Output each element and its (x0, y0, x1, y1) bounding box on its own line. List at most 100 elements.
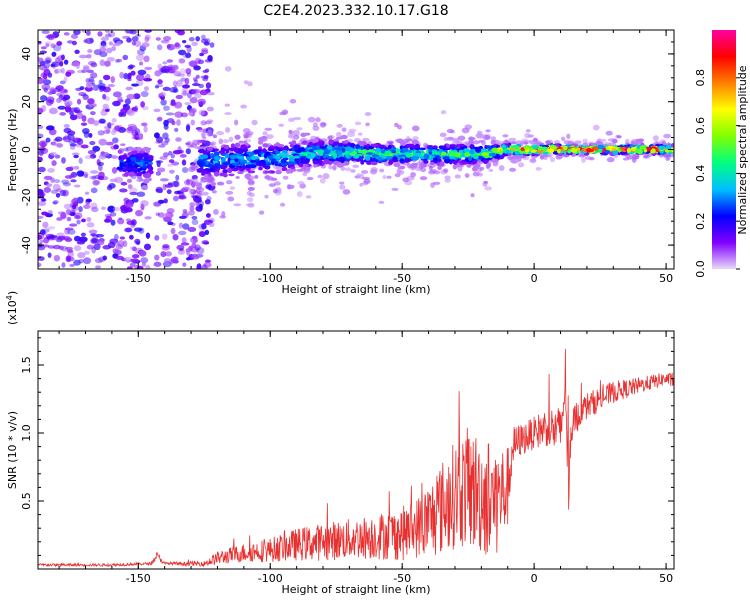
heatmap-ridge-cell (431, 149, 438, 153)
heatmap-noise-cell (209, 42, 215, 48)
heatmap-ridge-cell (341, 147, 346, 153)
heatmap-noise-cell (56, 85, 64, 90)
heatmap-ridge-cell (435, 154, 440, 158)
heatmap-noise-cell (163, 258, 172, 263)
heatmap-noise-cell (189, 236, 199, 244)
heatmap-noise-cell (184, 44, 191, 49)
heatmap-noise-cell (206, 106, 214, 112)
heatmap-ridge-cell (384, 150, 392, 155)
heatmap-noise-cell (98, 138, 108, 146)
heatmap-ridge-cell (386, 156, 392, 161)
heatmap-ridge-cell (530, 149, 537, 153)
heatmap-halo-cell (479, 166, 485, 171)
heatmap-noise-cell (179, 153, 187, 158)
heatmap-noise-cell (69, 166, 74, 171)
heatmap-ridge-cell (295, 160, 300, 164)
heatmap-ridge-cell (392, 149, 396, 154)
heatmap-noise-cell (97, 130, 105, 136)
heatmap-noise-cell (107, 84, 115, 88)
heatmap-noise-cell (97, 31, 103, 37)
heatmap-noise-cell (43, 69, 51, 76)
heatmap-noise-cell (38, 234, 43, 240)
heatmap-halo-cell (213, 209, 219, 215)
heatmap-ridge-cell (242, 153, 248, 157)
heatmap-ridge-cell (437, 165, 442, 171)
heatmap-noise-cell (208, 219, 214, 224)
heatmap-ridge-cell (126, 178, 133, 183)
heatmap-ridge-cell (312, 160, 318, 165)
heatmap-halo-cell (428, 165, 433, 171)
heatmap-noise-cell (115, 255, 124, 261)
heatmap-noise-cell (144, 216, 152, 220)
heatmap-noise-cell (129, 262, 136, 268)
heatmap-noise-cell (137, 69, 147, 76)
heatmap-ridge-cell (204, 173, 209, 179)
heatmap-noise-cell (99, 46, 107, 53)
heatmap-noise-cell (160, 99, 167, 106)
heatmap-ridge-cell (410, 162, 418, 168)
heatmap-noise-cell (188, 60, 198, 68)
heatmap-noise-cell (156, 44, 163, 51)
heatmap-noise-cell (73, 197, 78, 202)
heatmap-noise-cell (200, 75, 209, 79)
heatmap-noise-cell (169, 213, 174, 218)
heatmap-ridge-cell (371, 154, 380, 158)
snr-x-tick-label: -50 (393, 572, 411, 585)
heatmap-halo-cell (582, 138, 588, 144)
heatmap-noise-cell (130, 258, 139, 263)
heatmap-halo-cell (224, 103, 231, 107)
heatmap-halo-cell (286, 150, 292, 155)
heatmap-ridge-cell (257, 140, 264, 145)
heatmap-noise-cell (162, 244, 170, 249)
heatmap-noise-cell (144, 36, 150, 43)
heatmap-ridge-cell (234, 142, 241, 148)
heatmap-ridge-cell (537, 142, 545, 146)
heatmap-ridge-cell (287, 161, 295, 165)
snr-y-tick-label: 0.5 (20, 492, 33, 510)
heatmap-noise-cell (191, 41, 198, 47)
heatmap-noise-cell (110, 219, 116, 226)
heatmap-halo-cell (268, 183, 276, 187)
heatmap-noise-cell (143, 86, 149, 92)
heatmap-noise-cell (155, 83, 164, 88)
heatmap-noise-cell (129, 191, 138, 196)
heatmap-noise-cell (89, 175, 96, 180)
heatmap-halo-cell (293, 116, 302, 121)
heatmap-noise-cell (125, 203, 134, 208)
heatmap-y-tick-label: 0 (20, 146, 33, 153)
heatmap-ridge-cell (338, 146, 343, 151)
heatmap-ridge-cell (323, 149, 331, 153)
colorbar-gradient (712, 30, 736, 269)
heatmap-ridge-cell (142, 152, 149, 158)
heatmap-ridge-cell (209, 166, 216, 172)
heatmap-halo-cell (485, 129, 491, 133)
heatmap-noise-cell (50, 43, 56, 49)
heatmap-ridge-cell (230, 143, 236, 149)
heatmap-ridge-cell (280, 158, 287, 164)
heatmap-noise-cell (160, 251, 167, 258)
heatmap-ridge-cell (318, 142, 325, 147)
heatmap-noise-cell (119, 71, 125, 79)
heatmap-ridge-cell (360, 159, 365, 165)
heatmap-noise-cell (93, 243, 101, 251)
heatmap-noise-cell (73, 106, 81, 114)
heatmap-noise-cell (129, 234, 134, 240)
heatmap-ridge-cell (137, 167, 144, 171)
heatmap-noise-cell (70, 204, 79, 211)
heatmap-noise-cell (90, 202, 98, 210)
heatmap-halo-cell (362, 176, 370, 180)
heatmap-noise-cell (182, 90, 188, 96)
heatmap-halo-cell (194, 146, 200, 150)
heatmap-ridge-cell (541, 146, 548, 152)
snr-x-tick-label: 50 (659, 572, 673, 585)
heatmap-noise-cell (47, 252, 52, 258)
heatmap-ridge-cell (267, 147, 275, 152)
heatmap-noise-cell (39, 239, 45, 244)
heatmap-noise-cell (54, 154, 61, 159)
heatmap-ridge-cell (319, 151, 324, 156)
heatmap-noise-cell (124, 30, 132, 34)
heatmap-noise-cell (89, 37, 94, 44)
heatmap-noise-cell (138, 250, 147, 257)
heatmap-noise-cell (182, 262, 187, 267)
heatmap-ridge-cell (491, 147, 499, 153)
